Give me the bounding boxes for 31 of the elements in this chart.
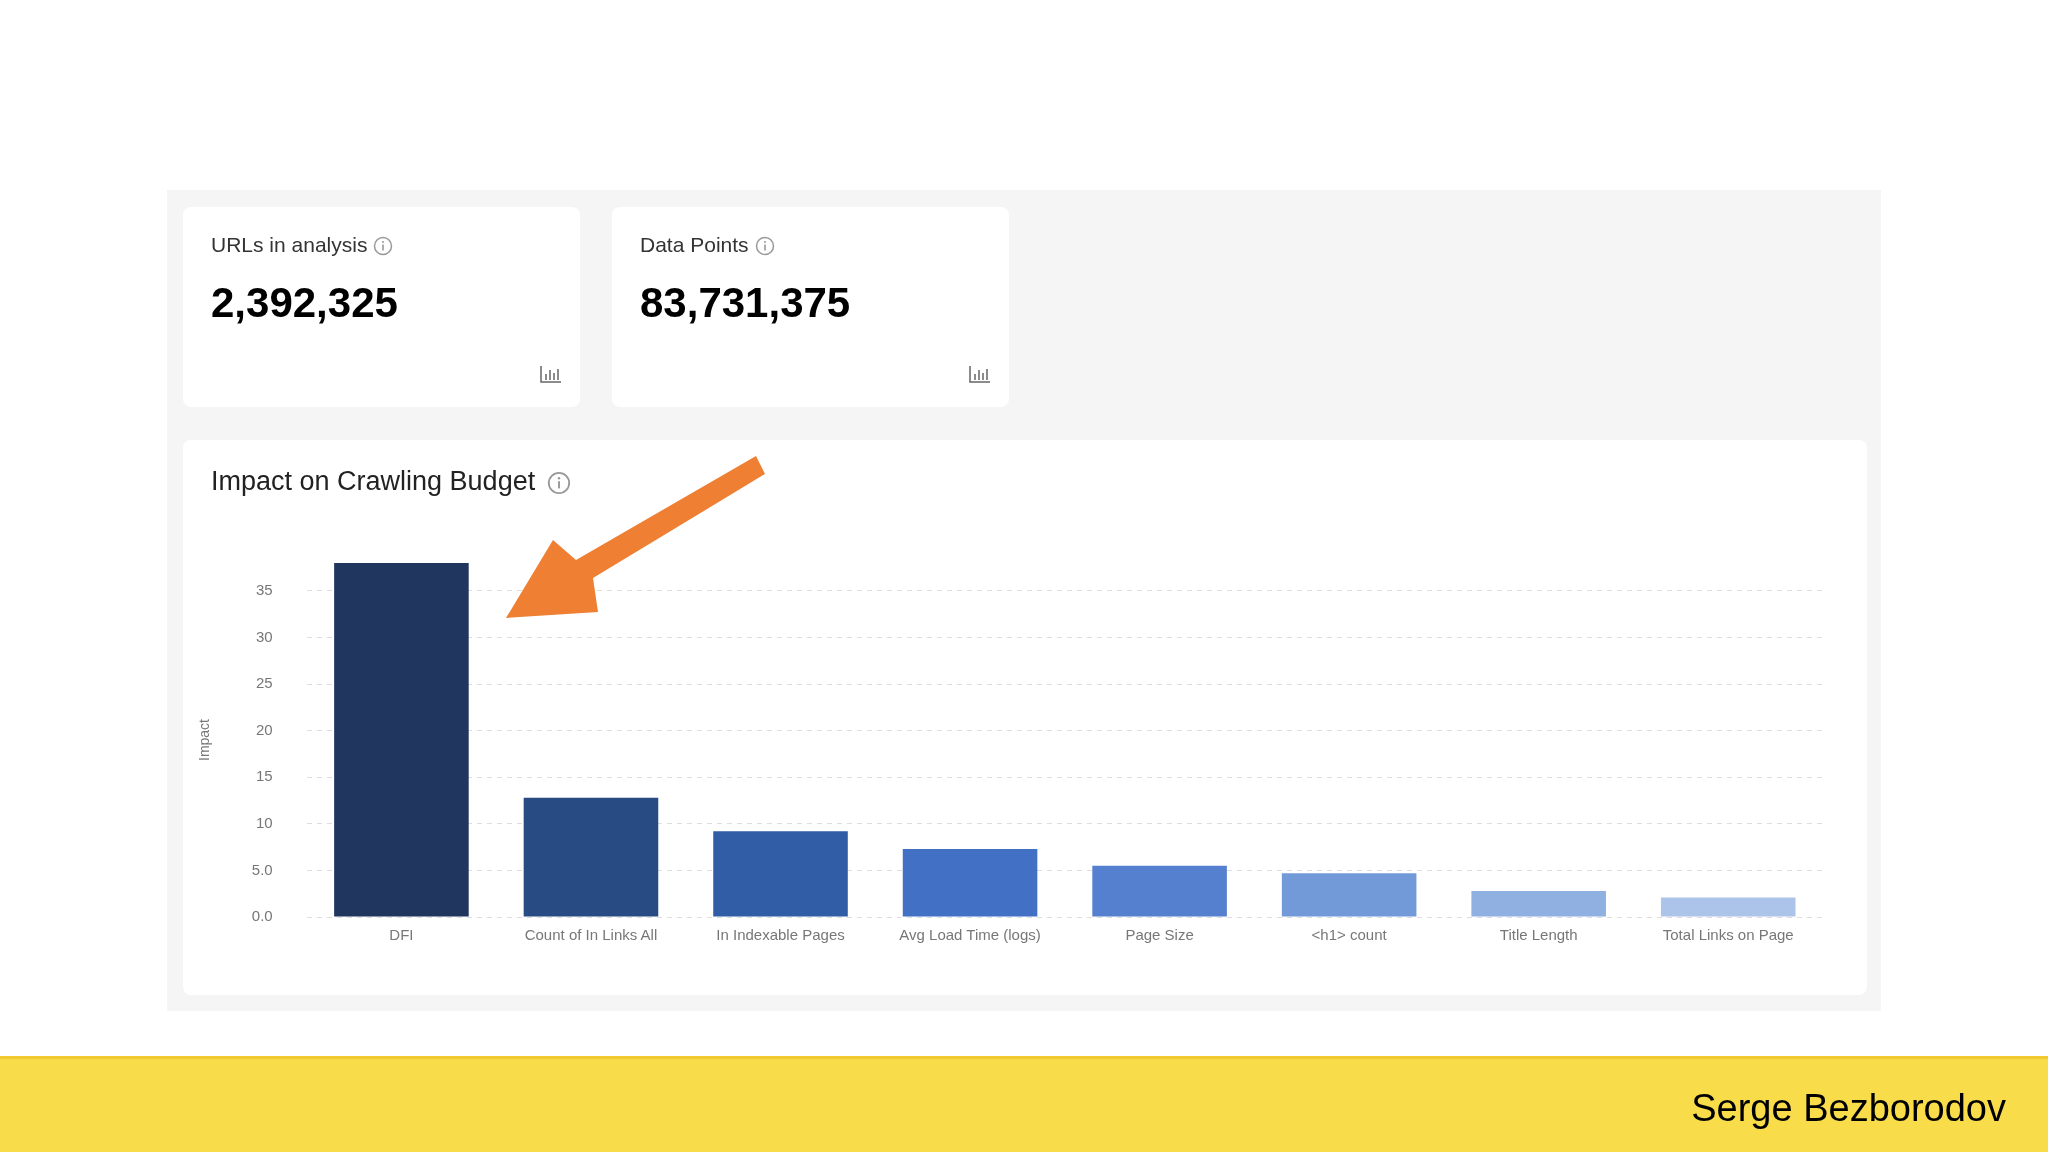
y-tick-label: 15 [255,767,273,785]
chart-title: Impact on Crawling Budget [211,466,536,496]
text: 83,731,375 [640,279,851,327]
y-axis-title: Impact [196,718,213,762]
y-tick-label: 0.0 [251,907,273,925]
x-tick-label: Total Links on Page [1662,926,1794,944]
x-tick-label: DFI [389,926,414,944]
bar [1092,865,1227,917]
x-tick-label: Title Length [1499,926,1578,944]
bar [1471,890,1606,917]
y-tick-label: 20 [255,720,273,738]
y-tick-label: 5.0 [251,860,273,878]
text: URLs in analysis [211,233,368,256]
bar [713,831,848,917]
x-tick-label: In Indexable Pages [716,926,845,944]
x-tick-label: Avg Load Time (logs) [899,926,1041,944]
x-tick-label: <h1> count [1311,926,1388,944]
bar [334,563,469,917]
bar [1281,873,1417,917]
text: Serge Bezborodov [1691,1087,2006,1130]
y-tick-label: 10 [255,813,273,831]
bar [1660,897,1796,917]
x-tick-label: Page Size [1125,926,1194,944]
bar [523,797,659,917]
text: Data Points [640,233,749,256]
text: 2,392,325 [211,279,398,327]
y-tick-label: 25 [255,674,273,692]
x-tick-label: Count of In Links All [524,926,658,944]
y-tick-label: 30 [255,627,273,645]
y-tick-label: 35 [255,581,273,599]
bar [902,849,1038,917]
